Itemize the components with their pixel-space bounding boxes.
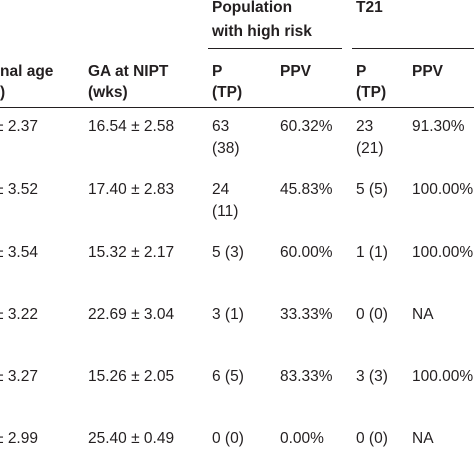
table-cell-pop-ppv: 0.00%: [280, 430, 324, 447]
table-cell-t21-p: 0 (0): [356, 430, 388, 447]
table-cell-pop-p: 6 (5): [212, 368, 244, 385]
population-group-rule: [208, 48, 342, 49]
table-cell-t21-p: 23: [356, 118, 374, 135]
table-cell-t21-tp: (21): [356, 140, 384, 157]
ga-nipt-header-line1: GA at NIPT: [88, 63, 169, 80]
table-cell-ga-nipt: 15.26 ± 2.05: [88, 368, 175, 385]
maternal-age-header-line1: nal age: [0, 63, 54, 80]
table-cell-ga-nipt: 17.40 ± 2.83: [88, 181, 175, 198]
table-cell-pop-ppv: 45.83%: [280, 181, 333, 198]
table-cell-pop-tp: (38): [212, 140, 240, 157]
table-cell-maternal-age: ± 3.22: [0, 306, 38, 323]
table-cell-pop-p: 3 (1): [212, 306, 244, 323]
table-cell-pop-tp: (11): [212, 203, 239, 220]
table-cell-maternal-age: ± 3.27: [0, 368, 38, 385]
population-group-header-line2: with high risk: [212, 23, 312, 40]
table-cell-pop-p: 0 (0): [212, 430, 244, 447]
table-cell-ga-nipt: 16.54 ± 2.58: [88, 118, 175, 135]
table-cell-ga-nipt: 25.40 ± 0.49: [88, 430, 175, 447]
table-cell-t21-ppv: 91.30%: [412, 118, 465, 135]
table-cell-t21-p: 0 (0): [356, 306, 388, 323]
maternal-age-header-line2: ): [0, 84, 6, 101]
table-cell-pop-p: 5 (3): [212, 244, 244, 261]
population-p-header-line1: P: [212, 63, 223, 80]
table-cell-pop-ppv: 33.33%: [280, 306, 333, 323]
table-cell-t21-ppv: 100.00%: [412, 244, 474, 261]
table-cell-t21-p: 1 (1): [356, 244, 388, 261]
table-cell-maternal-age: ± 3.54: [0, 244, 38, 261]
table-cell-t21-p: 5 (5): [356, 181, 388, 198]
table-cell-t21-ppv: NA: [412, 306, 434, 323]
population-ppv-header: PPV: [280, 63, 312, 80]
t21-group-rule: [352, 48, 474, 49]
table-cell-ga-nipt: 15.32 ± 2.17: [88, 244, 175, 261]
table-cell-pop-ppv: 60.32%: [280, 118, 333, 135]
population-group-header-line1: Population: [212, 0, 293, 16]
table-cell-maternal-age: ± 2.37: [0, 118, 38, 135]
ga-nipt-header-line2: (wks): [88, 84, 128, 101]
population-p-header-line2: (TP): [212, 84, 243, 101]
table-cell-t21-ppv: 100.00%: [412, 181, 474, 198]
table-cell-maternal-age: ± 2.99: [0, 430, 38, 447]
table-cell-t21-p: 3 (3): [356, 368, 388, 385]
t21-ppv-header: PPV: [412, 63, 444, 80]
table-cell-pop-ppv: 60.00%: [280, 244, 333, 261]
t21-group-header: T21: [356, 0, 383, 16]
table-cell-pop-ppv: 83.33%: [280, 368, 333, 385]
table-cell-pop-p: 63: [212, 118, 230, 135]
table-cell-t21-ppv: 100.00%: [412, 368, 474, 385]
t21-p-header-line1: P: [356, 63, 367, 80]
table-cell-pop-p: 24: [212, 181, 230, 198]
table-cell-t21-ppv: NA: [412, 430, 434, 447]
table-cell-maternal-age: ± 3.52: [0, 181, 38, 198]
table-cell-ga-nipt: 22.69 ± 3.04: [88, 306, 175, 323]
header-rule: [0, 107, 474, 108]
t21-p-header-line2: (TP): [356, 84, 387, 101]
